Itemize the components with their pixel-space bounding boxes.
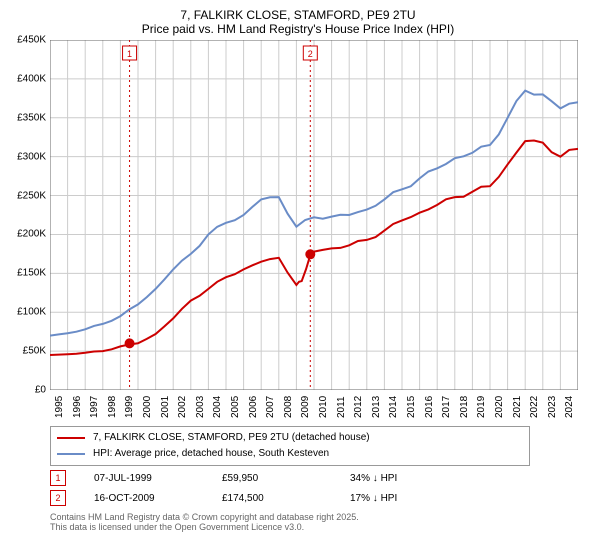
legend-label: HPI: Average price, detached house, Sout… <box>93 446 329 462</box>
sale-hpi: 34% ↓ HPI <box>350 473 450 484</box>
x-tick-label: 2005 <box>230 396 232 418</box>
legend-label: 7, FALKIRK CLOSE, STAMFORD, PE9 2TU (det… <box>93 430 370 446</box>
y-tick-label: £450K <box>17 35 46 46</box>
sale-date: 07-JUL-1999 <box>94 473 194 484</box>
plot-area: 12 <box>50 40 578 390</box>
x-tick-label: 2022 <box>529 396 531 418</box>
x-tick-label: 2007 <box>265 396 267 418</box>
sale-marker: 2 <box>50 490 66 506</box>
x-tick-label: 2011 <box>336 396 338 418</box>
x-tick-label: 2008 <box>283 396 285 418</box>
x-tick-label: 2006 <box>248 396 250 418</box>
x-tick-label: 2012 <box>353 396 355 418</box>
sale-row: 2 16-OCT-2009 £174,500 17% ↓ HPI <box>50 490 588 506</box>
sale-date: 16-OCT-2009 <box>94 493 194 504</box>
x-tick-label: 2023 <box>547 396 549 418</box>
sales-table: 1 07-JUL-1999 £59,950 34% ↓ HPI 2 16-OCT-2009… <box>8 470 588 506</box>
y-tick-label: £400K <box>17 73 46 84</box>
footer: Contains HM Land Registry data © Crown c… <box>50 512 588 532</box>
x-tick-label: 2016 <box>424 396 426 418</box>
sale-price: £174,500 <box>222 493 322 504</box>
x-tick-label: 2002 <box>177 396 179 418</box>
title-line2: Price paid vs. HM Land Registry's House … <box>8 22 588 36</box>
legend-item: HPI: Average price, detached house, Sout… <box>57 446 523 462</box>
x-tick-label: 2014 <box>388 396 390 418</box>
legend-swatch <box>57 453 85 455</box>
y-tick-label: £50K <box>23 346 46 357</box>
x-tick-label: 2021 <box>512 396 514 418</box>
x-tick-label: 2010 <box>318 396 320 418</box>
y-tick-label: £0 <box>35 385 46 396</box>
x-tick-label: 1997 <box>89 396 91 418</box>
x-tick-label: 2009 <box>300 396 302 418</box>
x-tick-label: 2013 <box>371 396 373 418</box>
sale-price: £59,950 <box>222 473 322 484</box>
x-axis: 1995 1996 1997 1998 1999 2000 2001 2002 2003 2004… <box>50 390 578 420</box>
x-tick-label: 2017 <box>441 396 443 418</box>
sale-row: 1 07-JUL-1999 £59,950 34% ↓ HPI <box>50 470 588 486</box>
footer-line2: This data is licensed under the Open Gov… <box>50 522 588 532</box>
x-tick-label: 1998 <box>107 396 109 418</box>
y-tick-label: £300K <box>17 151 46 162</box>
y-tick-label: £150K <box>17 268 46 279</box>
x-tick-label: 1999 <box>124 396 126 418</box>
x-tick-label: 2020 <box>494 396 496 418</box>
x-tick-label: 1996 <box>72 396 74 418</box>
y-tick-label: £350K <box>17 112 46 123</box>
y-axis: £0£50K£100K£150K£200K£250K£300K£350K£400… <box>8 40 48 390</box>
footer-line1: Contains HM Land Registry data © Crown c… <box>50 512 588 522</box>
sale-hpi: 17% ↓ HPI <box>350 493 450 504</box>
x-tick-label: 2003 <box>195 396 197 418</box>
svg-text:2: 2 <box>308 49 313 59</box>
x-tick-label: 2000 <box>142 396 144 418</box>
legend-swatch <box>57 437 85 439</box>
x-tick-label: 2018 <box>459 396 461 418</box>
chart-svg: 12 <box>50 40 578 390</box>
y-tick-label: £200K <box>17 229 46 240</box>
legend: 7, FALKIRK CLOSE, STAMFORD, PE9 2TU (det… <box>50 426 530 466</box>
svg-text:1: 1 <box>127 49 132 59</box>
title-line1: 7, FALKIRK CLOSE, STAMFORD, PE9 2TU <box>8 8 588 22</box>
x-tick-label: 1995 <box>54 396 56 418</box>
chart: £0 £50K £100K £150K £200K £250K £300K £350K £400… <box>8 40 578 420</box>
x-tick-label: 2024 <box>564 396 566 418</box>
x-tick-label: 2015 <box>406 396 408 418</box>
x-tick-label: 2001 <box>160 396 162 418</box>
chart-title: 7, FALKIRK CLOSE, STAMFORD, PE9 2TU Pric… <box>8 8 588 36</box>
sale-marker: 1 <box>50 470 66 486</box>
legend-item: 7, FALKIRK CLOSE, STAMFORD, PE9 2TU (det… <box>57 430 523 446</box>
y-tick-label: £250K <box>17 190 46 201</box>
y-tick-label: £100K <box>17 307 46 318</box>
x-tick-label: 2019 <box>476 396 478 418</box>
x-tick-label: 2004 <box>212 396 214 418</box>
